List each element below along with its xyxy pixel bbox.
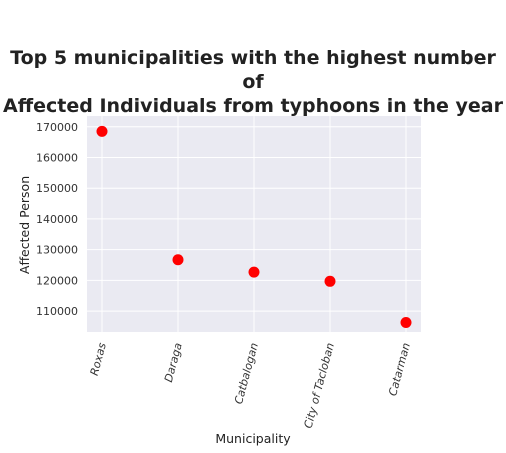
- y-tick-label: 170000: [36, 121, 78, 134]
- y-tick-labels: 110000 120000 130000 140000 150000 160000 1700…: [36, 121, 78, 318]
- x-tick-label: Roxas: [88, 341, 109, 377]
- y-tick-label: 150000: [36, 182, 78, 195]
- x-tick-label: City of Tacloban: [302, 341, 337, 429]
- y-tick-label: 140000: [36, 213, 78, 226]
- y-axis-label: Affected Person: [17, 176, 32, 274]
- data-point: [96, 125, 108, 137]
- y-tick-label: 110000: [36, 305, 78, 318]
- data-point: [324, 275, 336, 287]
- y-tick-label: 120000: [36, 274, 78, 287]
- data-point: [248, 266, 260, 278]
- chart-title-line-1: Top 5 municipalities with the highest nu…: [10, 47, 496, 93]
- x-gridlines: [101, 116, 407, 332]
- y-tick-label: 160000: [36, 151, 78, 164]
- x-axis-label: Municipality: [215, 431, 291, 446]
- x-tick-label: Catarman: [386, 341, 413, 397]
- data-points: [96, 125, 412, 328]
- x-tick-label: Catbalogan: [232, 341, 261, 405]
- data-point: [400, 316, 412, 328]
- data-point: [172, 254, 184, 266]
- x-tick-label: Daraga: [162, 341, 185, 383]
- x-tick-labels: Roxas Daraga Catbalogan City of Tacloban Cat…: [88, 341, 413, 430]
- y-tick-label: 130000: [36, 244, 78, 257]
